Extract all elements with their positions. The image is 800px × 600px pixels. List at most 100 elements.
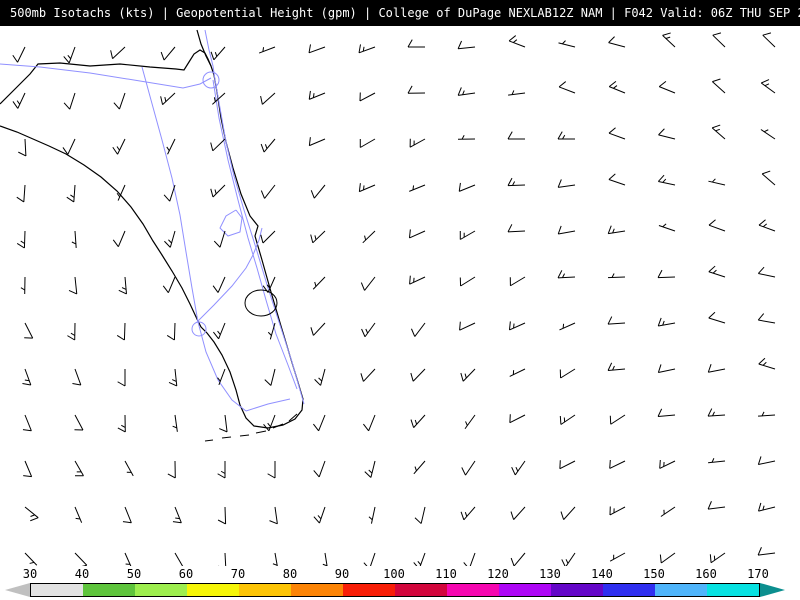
wind-barb bbox=[74, 506, 83, 523]
wind-barb bbox=[12, 92, 26, 109]
colorbar-label: 60 bbox=[178, 567, 194, 581]
colorbar-label: 90 bbox=[334, 567, 350, 581]
wind-barb bbox=[22, 414, 32, 432]
wind-barb bbox=[260, 138, 276, 153]
wind-barb bbox=[561, 552, 576, 566]
wind-barb bbox=[260, 184, 276, 199]
wind-barb bbox=[310, 230, 326, 244]
wind-barb bbox=[760, 79, 776, 94]
colorbar: 30 40 50 60 70 80 90 100 110 120 130 140 150 160 170 bbox=[0, 566, 800, 600]
wind-barb bbox=[657, 317, 676, 327]
colorbar-segment bbox=[447, 584, 499, 596]
colorbar-segment bbox=[83, 584, 135, 596]
map-area bbox=[0, 26, 800, 566]
wind-barb bbox=[360, 368, 376, 382]
wind-barb bbox=[124, 552, 132, 566]
highway-line bbox=[219, 209, 243, 237]
colorbar-segment bbox=[31, 584, 83, 596]
colorbar-segment bbox=[135, 584, 187, 596]
colorbar-segment bbox=[499, 584, 551, 596]
wind-barb bbox=[708, 219, 726, 232]
wind-barb bbox=[67, 322, 76, 341]
wind-barb bbox=[269, 506, 278, 525]
colorbar-segments bbox=[30, 583, 760, 597]
colorbar-segment bbox=[239, 584, 291, 596]
wind-barb bbox=[24, 322, 34, 339]
wind-barb bbox=[360, 276, 376, 291]
wind-barb bbox=[313, 506, 326, 524]
wind-barb bbox=[409, 184, 426, 192]
wind-barb bbox=[310, 322, 326, 336]
wind-barb bbox=[508, 321, 526, 331]
wind-barb bbox=[757, 547, 776, 556]
colorbar-segment bbox=[655, 584, 707, 596]
wind-barb bbox=[609, 506, 626, 516]
wind-barb bbox=[657, 174, 676, 186]
wind-barb bbox=[74, 552, 88, 566]
highway-line bbox=[212, 79, 298, 390]
wind-barb bbox=[314, 368, 326, 386]
wind-barb bbox=[608, 173, 626, 186]
wind-barb bbox=[124, 460, 134, 477]
wind-barb bbox=[174, 552, 184, 566]
wind-barb bbox=[608, 81, 626, 94]
wind-barb bbox=[22, 368, 32, 386]
wind-barb bbox=[24, 506, 39, 522]
wind-barb bbox=[308, 137, 326, 147]
wind-barb bbox=[708, 458, 726, 464]
wind-barb bbox=[410, 322, 426, 337]
wind-barb bbox=[761, 170, 776, 186]
highway-line bbox=[245, 398, 291, 412]
wind-barb bbox=[459, 276, 476, 287]
wind-barb bbox=[657, 408, 676, 417]
wind-barb bbox=[413, 552, 426, 566]
wind-barb bbox=[464, 414, 476, 430]
wind-barb bbox=[608, 36, 626, 48]
colorbar-segment bbox=[187, 584, 239, 596]
wind-barb bbox=[758, 411, 776, 417]
wind-barb bbox=[557, 225, 576, 235]
colorbar-label: 150 bbox=[643, 567, 665, 581]
wind-barb bbox=[711, 124, 726, 140]
wind-barb bbox=[559, 368, 576, 379]
wind-barb bbox=[658, 81, 676, 94]
wind-barb bbox=[20, 276, 26, 295]
wind-barb bbox=[313, 460, 326, 478]
wind-barb bbox=[122, 506, 132, 524]
wind-barb bbox=[758, 219, 776, 232]
wind-barb bbox=[116, 322, 126, 341]
wind-barb bbox=[658, 128, 676, 140]
colorbar-segment bbox=[395, 584, 447, 596]
wind-barb bbox=[210, 184, 226, 198]
wind-barb bbox=[210, 46, 226, 61]
colorbar-segment bbox=[551, 584, 603, 596]
wind-barb bbox=[712, 78, 726, 94]
florida-keys-outline bbox=[272, 423, 284, 429]
wind-barb bbox=[757, 313, 776, 324]
wind-barb bbox=[118, 276, 127, 295]
wind-barb bbox=[708, 311, 726, 324]
wind-barb bbox=[267, 461, 276, 479]
colorbar-label: 100 bbox=[383, 567, 405, 581]
colorbar-label: 140 bbox=[591, 567, 613, 581]
wind-barb bbox=[607, 225, 626, 235]
florida-keys-outline bbox=[288, 413, 298, 422]
florida-keys-outline bbox=[204, 439, 214, 442]
wind-barb bbox=[408, 229, 426, 239]
wind-barb bbox=[707, 501, 726, 510]
wind-barb bbox=[757, 266, 776, 278]
wind-barb bbox=[12, 46, 26, 63]
run-valid-label: 12Z NAM | F042 Valid: 06Z THU SEP 25 202… bbox=[551, 6, 800, 20]
wind-barb bbox=[557, 131, 575, 140]
wind-barb bbox=[463, 552, 476, 566]
wind-barb bbox=[163, 184, 176, 202]
wind-barb bbox=[16, 230, 26, 249]
wind-barb bbox=[18, 138, 27, 157]
colorbar-low-arrow bbox=[5, 583, 30, 597]
wind-barb bbox=[414, 506, 426, 524]
wind-barb bbox=[308, 90, 326, 100]
wind-barb bbox=[510, 506, 526, 520]
wind-barb bbox=[260, 92, 276, 105]
colorbar-label: 30 bbox=[22, 567, 38, 581]
wind-barb bbox=[267, 322, 276, 340]
